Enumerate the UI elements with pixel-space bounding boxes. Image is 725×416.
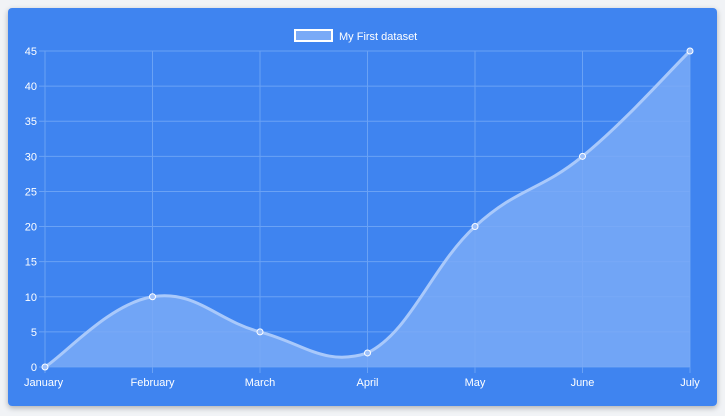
x-tick-label: January xyxy=(24,377,64,389)
legend-label[interactable]: My First dataset xyxy=(339,31,417,43)
y-tick-label: 25 xyxy=(25,186,37,198)
data-point[interactable] xyxy=(471,223,479,231)
data-points xyxy=(41,47,694,371)
area-chart: 0 5 10 15 20 25 30 35 40 45 January February March A… xyxy=(8,8,717,406)
x-tick-label: March xyxy=(245,377,276,389)
y-tick-label: 10 xyxy=(25,292,37,304)
data-point[interactable] xyxy=(686,47,694,55)
x-tick-label: February xyxy=(130,377,175,389)
x-axis: January February March April May June July xyxy=(24,377,700,389)
legend[interactable]: My First dataset xyxy=(294,29,417,43)
series-area xyxy=(45,51,690,367)
x-tick-label: April xyxy=(356,377,378,389)
x-tick-label: July xyxy=(680,377,700,389)
y-tick-label: 45 xyxy=(25,46,37,58)
y-tick-label: 20 xyxy=(25,222,37,234)
y-tick-label: 30 xyxy=(25,151,37,163)
y-tick-label: 35 xyxy=(25,116,37,128)
data-point[interactable] xyxy=(579,152,586,160)
y-tick-label: 15 xyxy=(25,257,37,269)
data-point[interactable] xyxy=(41,363,49,371)
x-tick-label: May xyxy=(465,377,486,389)
data-point[interactable] xyxy=(364,349,371,357)
y-tick-label: 0 xyxy=(31,362,37,374)
chart-card: 0 5 10 15 20 25 30 35 40 45 January February March A… xyxy=(8,8,717,406)
data-point[interactable] xyxy=(256,328,264,336)
y-axis: 0 5 10 15 20 25 30 35 40 45 xyxy=(25,46,37,374)
y-tick-label: 40 xyxy=(25,81,37,93)
legend-swatch[interactable] xyxy=(294,29,333,42)
data-point[interactable] xyxy=(149,293,156,301)
y-tick-label: 5 xyxy=(31,327,37,339)
x-tick-label: June xyxy=(571,377,595,389)
